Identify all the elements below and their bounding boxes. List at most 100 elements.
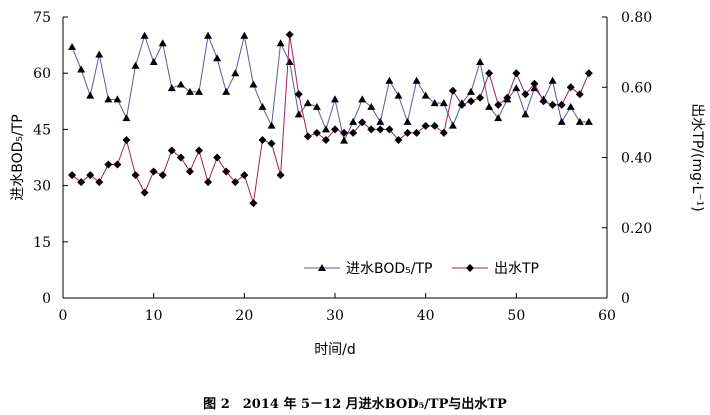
series-1-point bbox=[485, 69, 494, 78]
series-1-point bbox=[476, 93, 485, 102]
series-1-point bbox=[95, 178, 104, 187]
series-line-1 bbox=[71, 34, 590, 204]
series-1-point bbox=[276, 171, 285, 180]
axis-labels: 0 10 20 30 40 50 60 0 15 30 45 60 75 0 0.20 0.40 0.60 0.8… bbox=[10, 10, 705, 358]
series-0-point bbox=[367, 102, 376, 110]
series-1-point bbox=[303, 132, 312, 141]
series-1-point bbox=[195, 146, 203, 155]
series-1-point bbox=[412, 128, 421, 137]
x-tick-label: 0 bbox=[59, 308, 68, 324]
x-tick-label: 30 bbox=[326, 308, 344, 324]
y-left-tick-label: 60 bbox=[33, 66, 51, 82]
y-right-tick-label: 0.80 bbox=[621, 10, 652, 26]
series-1-point bbox=[512, 69, 521, 78]
series-0-point bbox=[476, 57, 485, 65]
series-0-point bbox=[412, 76, 421, 84]
series-0-point bbox=[521, 110, 530, 118]
series-1-point bbox=[358, 118, 367, 127]
series-1-point bbox=[68, 171, 77, 180]
series-0-point bbox=[485, 102, 494, 110]
chart: 0 10 20 30 40 50 60 0 15 30 45 60 75 0 0.20 0.40 0.60 0.8… bbox=[10, 10, 705, 358]
series-1-point bbox=[349, 128, 358, 137]
series-1-point bbox=[376, 125, 385, 134]
y-left-axis-title: 进水BOD₅/TP bbox=[10, 114, 26, 200]
series-0-point bbox=[421, 91, 430, 99]
series-0-point bbox=[68, 42, 77, 50]
series-0-point bbox=[231, 69, 240, 77]
series-0-point bbox=[575, 117, 584, 125]
series-1-point bbox=[158, 171, 167, 180]
series-1-point bbox=[222, 167, 231, 176]
series-0-point bbox=[285, 57, 294, 65]
series-0-point bbox=[448, 121, 457, 129]
series-0-point bbox=[149, 57, 158, 65]
series-1-point bbox=[421, 121, 430, 130]
series-0-point bbox=[557, 117, 566, 125]
x-tick-label: 10 bbox=[145, 308, 163, 324]
series-0-point bbox=[321, 125, 330, 133]
series-0-point bbox=[77, 65, 86, 73]
series-0-point bbox=[104, 95, 113, 103]
y-right-tick-label: 0.60 bbox=[621, 80, 652, 96]
series-0-point bbox=[176, 80, 185, 88]
y-right-tick-label: 0.20 bbox=[621, 221, 652, 237]
series-1-point bbox=[149, 167, 158, 176]
legend: 进水BOD₅/TP 出水TP bbox=[304, 261, 539, 277]
series-1-point bbox=[176, 153, 185, 162]
series-0-point bbox=[439, 99, 448, 107]
series-1-point bbox=[539, 97, 548, 106]
series-1-point bbox=[575, 90, 584, 99]
series-0-point bbox=[122, 114, 131, 122]
x-tick-label: 20 bbox=[235, 308, 253, 324]
plot-area bbox=[68, 30, 593, 208]
series-0-point bbox=[294, 110, 303, 118]
series-0-point bbox=[548, 76, 557, 84]
series-0-point bbox=[349, 117, 358, 125]
series-0-point bbox=[494, 114, 503, 122]
series-1-point bbox=[294, 90, 303, 99]
x-tick-label: 50 bbox=[507, 308, 525, 324]
series-1-point bbox=[394, 135, 403, 144]
series-0-point bbox=[240, 31, 249, 39]
axes bbox=[62, 16, 608, 299]
series-1-point bbox=[448, 86, 457, 95]
y-left-tick-label: 0 bbox=[42, 291, 51, 307]
series-0-point bbox=[467, 87, 475, 95]
series-1-point bbox=[566, 83, 575, 92]
series-1-point bbox=[385, 125, 394, 134]
series-0-point bbox=[86, 91, 95, 99]
series-1-point bbox=[340, 128, 349, 137]
series-1-point bbox=[204, 178, 213, 187]
series-1-point bbox=[258, 135, 267, 144]
series-1-point bbox=[267, 139, 276, 148]
series-1-point bbox=[240, 171, 249, 180]
series-0-point bbox=[113, 95, 122, 103]
series-1-point bbox=[77, 178, 86, 187]
series-1-point bbox=[285, 30, 294, 39]
series-0-point bbox=[158, 39, 167, 47]
series-1-point bbox=[557, 100, 566, 109]
x-tick-label: 40 bbox=[417, 308, 435, 324]
series-0-point bbox=[566, 102, 575, 110]
y-right-tick-label: 0.40 bbox=[621, 151, 652, 167]
series-1-point bbox=[113, 160, 122, 169]
series-1-point bbox=[503, 93, 512, 102]
series-1-point bbox=[521, 90, 530, 99]
series-0-point bbox=[584, 117, 593, 125]
series-0-point bbox=[249, 80, 258, 88]
series-1-point bbox=[140, 188, 149, 197]
series-0-point bbox=[140, 31, 149, 39]
y-left-tick-label: 15 bbox=[33, 235, 51, 251]
series-0-point bbox=[185, 87, 194, 95]
series-1-point bbox=[167, 146, 176, 155]
series-0-point bbox=[394, 91, 403, 99]
series-0-point bbox=[276, 39, 285, 47]
y-right-axis-title: 出水TP/(mg·L⁻¹) bbox=[689, 103, 705, 211]
series-1-point bbox=[439, 128, 448, 137]
series-0-point bbox=[204, 31, 213, 39]
series-1-point bbox=[122, 135, 131, 144]
series-0-point bbox=[213, 54, 222, 62]
series-1-point bbox=[584, 69, 593, 78]
series-0-point bbox=[258, 102, 267, 110]
series-1-point bbox=[249, 199, 258, 208]
